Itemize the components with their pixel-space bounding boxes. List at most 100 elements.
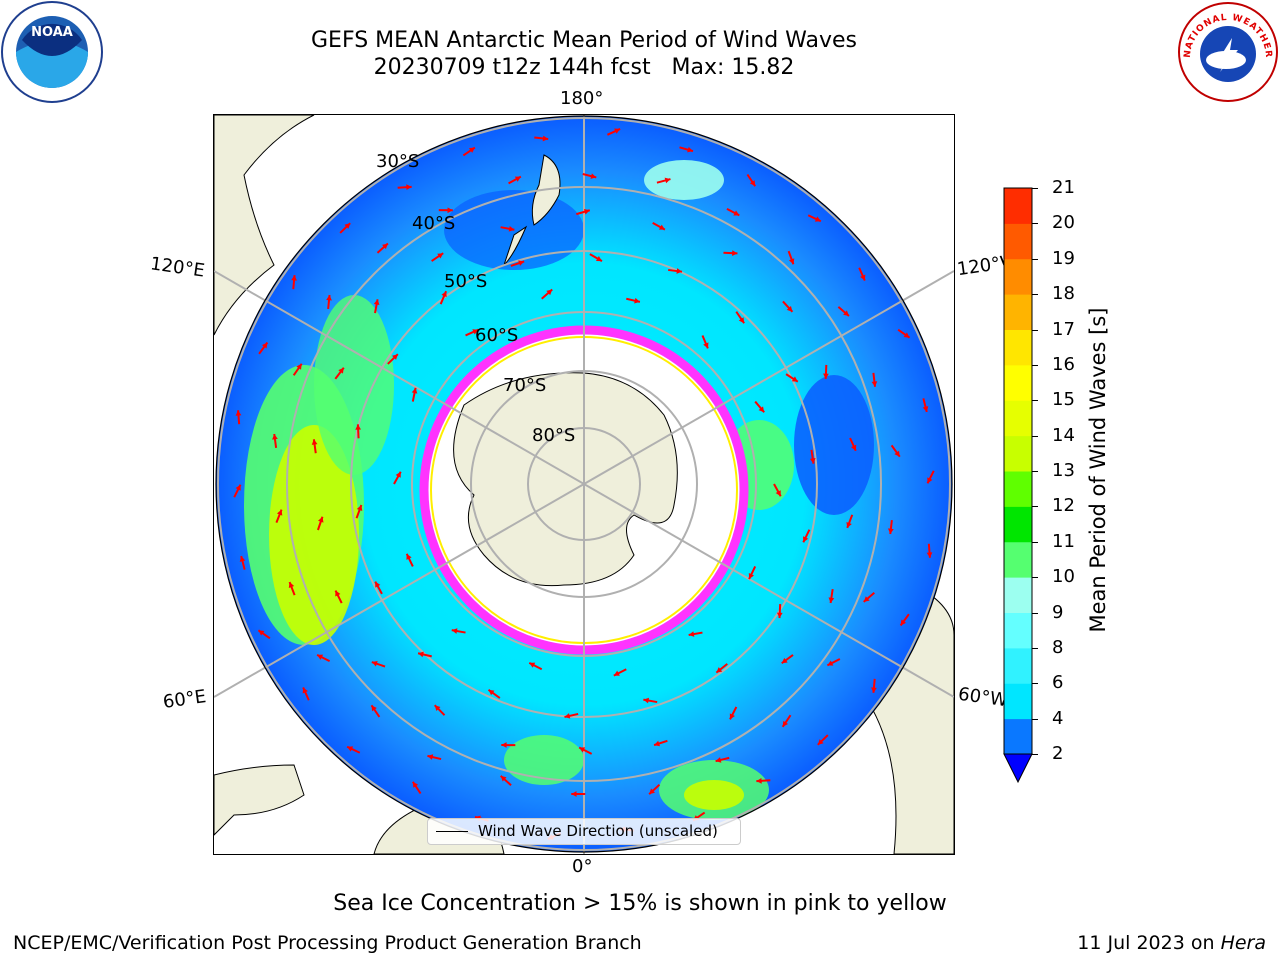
wave-direction-arrowhead [776,612,783,619]
wave-direction-arrowhead [664,177,671,184]
wave-direction-arrowhead [335,590,341,597]
wave-direction-arrowhead [318,516,324,523]
colorbar-tick-label: 12 [1052,495,1075,517]
wave-direction-arrowhead [828,597,835,603]
wave-direction-arrowhead [311,439,318,445]
colorbar-segment [1004,400,1032,437]
colorbar-segment [1004,471,1032,507]
wave-direction-arrowhead [437,253,444,259]
title-line1: GEFS MEAN Antarctic Mean Period of Wind … [311,28,857,53]
wave-direction-arrowhead [276,509,283,516]
colorbar-segment [1004,188,1032,224]
wave-direction-arrowhead [418,651,424,658]
colorbar-tick [1032,400,1038,402]
wind-wave-arrows [233,128,935,840]
wave-direction-arrowhead [258,630,265,636]
lat-label-80s: 80°S [532,425,575,446]
colorbar-tick [1032,188,1038,189]
wave-direction-arrowhead [781,657,788,664]
colorbar-tick [1032,364,1038,366]
wave-direction-arrowhead [261,342,268,349]
patch-yellow-west [269,425,359,645]
colorbar-tick-label: 21 [1052,177,1075,198]
colorbar-tick-label: 11 [1052,530,1075,552]
wave-direction-arrowhead [894,450,900,457]
wave-direction-arrowhead [749,180,756,187]
wave-direction-arrowhead [888,528,894,534]
colorbar-tick-label: 20 [1052,212,1075,234]
lat-label-70s: 70°S [503,375,546,396]
wave-direction-arrowhead [614,128,621,134]
colorbar-segment [1004,435,1032,472]
colorbar-segment [1004,541,1032,578]
footer-date-text: 11 Jul 2023 on [1077,932,1221,954]
colorbar-tick [1032,577,1038,579]
wave-direction-arrowhead [441,291,447,298]
wave-direction-arrowhead [809,458,816,464]
graticule [214,115,954,854]
wave-direction-arrowhead [488,689,495,696]
colorbar-tick [1032,647,1038,649]
wave-direction-arrowhead [863,596,870,602]
colorbar-tick [1032,683,1038,685]
wave-direction-arrowhead [846,521,852,528]
wave-direction-arrowhead [347,746,354,752]
wave-direction-arrowhead [235,410,242,416]
wave-direction-arrowhead [871,687,877,693]
polar-map: 30°S 40°S 50°S 60°S 70°S 80°S [214,115,954,854]
wave-direction-arrowhead [814,216,821,222]
colorbar-tick [1032,471,1038,472]
wave-direction-arrowhead [871,381,878,387]
wave-direction-arrowhead [900,619,907,626]
wave-direction-arrowhead [649,788,655,795]
wave-direction-arrowhead [687,146,693,153]
wave-direction-arrowhead [451,628,458,634]
colorbar-under-extension [1003,753,1033,784]
wave-direction-arrowhead [411,387,418,394]
land-madagascar [214,764,305,836]
wave-direction-arrowhead [371,660,378,667]
title-line2: 20230709 t12z 144h fcst Max: 15.82 [373,55,795,80]
colorbar-tick-label: 15 [1052,389,1075,411]
colorbar-tick [1032,506,1038,508]
wave-direction-arrowhead [817,739,824,745]
wave-direction-arrowhead [775,490,781,497]
lat-label-30s: 30°S [376,151,419,172]
lat-label-40s: 40°S [412,213,455,234]
lon-label-60e: 60°E [161,686,208,713]
wave-direction-arrowhead [860,274,866,281]
wave-direction-arrowhead [634,297,640,304]
patch-yellow-south [684,780,744,810]
wave-direction-arrowhead [595,255,602,262]
wave-direction-arrowhead [382,243,388,250]
map-boundary [215,115,953,853]
sea-ice-note: Sea Ice Concentration > 15% is shown in … [333,891,947,916]
wave-direction-arrowhead [302,687,308,694]
colorbar-tick-label: 6 [1052,672,1064,694]
patch-blue-east [794,375,874,515]
wave-direction-arrowhead [732,250,738,257]
noaa-logo: NOAA [1,1,103,103]
nws-logo: NATIONAL WEATHER SERVICE [1176,0,1278,102]
wave-direction-arrowhead [788,258,795,265]
wave-direction-arrowhead [748,573,754,580]
wave-direction-arrowhead [827,660,834,666]
wave-direction-arrowhead [791,376,798,382]
wave-direction-arrowhead [375,581,381,588]
meridian-60e-120w [214,270,954,698]
wave-direction-arrowhead [926,552,933,558]
wave-direction-arrowhead [344,223,351,229]
wave-direction-arrowhead [658,224,665,230]
wave-direction-arrowhead [272,434,278,440]
wave-direction-arrowhead [927,477,933,484]
colorbar-tick-label: 4 [1052,707,1064,729]
wave-direction-arrowhead [500,775,507,782]
lat-label-60s: 60°S [475,325,518,346]
colorbar-tick-label: 19 [1052,247,1075,269]
colorbar-tick-label: 9 [1052,601,1064,623]
wave-direction-arrowhead [317,654,324,660]
colorbar-segment [1004,683,1032,720]
colorbar-tick [1032,435,1038,437]
colorbar-tick-label: 18 [1052,283,1075,305]
wave-direction-arrowhead [579,747,586,753]
